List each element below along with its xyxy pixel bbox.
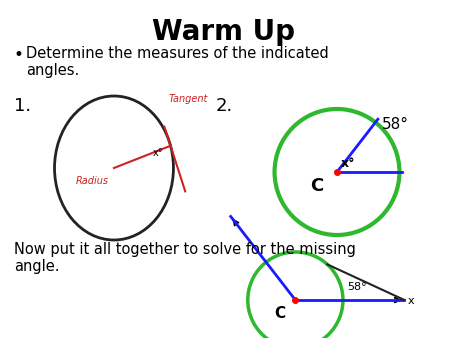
Text: 58°: 58° xyxy=(382,117,409,132)
Text: C: C xyxy=(274,306,285,321)
Text: Now put it all together to solve for the missing
angle.: Now put it all together to solve for the… xyxy=(14,242,356,274)
Text: x: x xyxy=(407,296,414,306)
Text: Warm Up: Warm Up xyxy=(152,18,294,46)
Text: Radius: Radius xyxy=(76,176,109,186)
Text: x°: x° xyxy=(153,148,163,158)
Text: Determine the measures of the indicated
angles.: Determine the measures of the indicated … xyxy=(26,46,328,78)
Text: 58°: 58° xyxy=(347,282,367,292)
FancyArrowPatch shape xyxy=(234,220,239,225)
Text: x°: x° xyxy=(341,157,356,170)
Text: •: • xyxy=(14,46,24,64)
Text: 1.: 1. xyxy=(14,97,31,115)
Text: Tangent: Tangent xyxy=(169,94,208,104)
Text: C: C xyxy=(310,177,323,195)
FancyArrowPatch shape xyxy=(395,298,400,302)
Text: 2.: 2. xyxy=(216,97,233,115)
